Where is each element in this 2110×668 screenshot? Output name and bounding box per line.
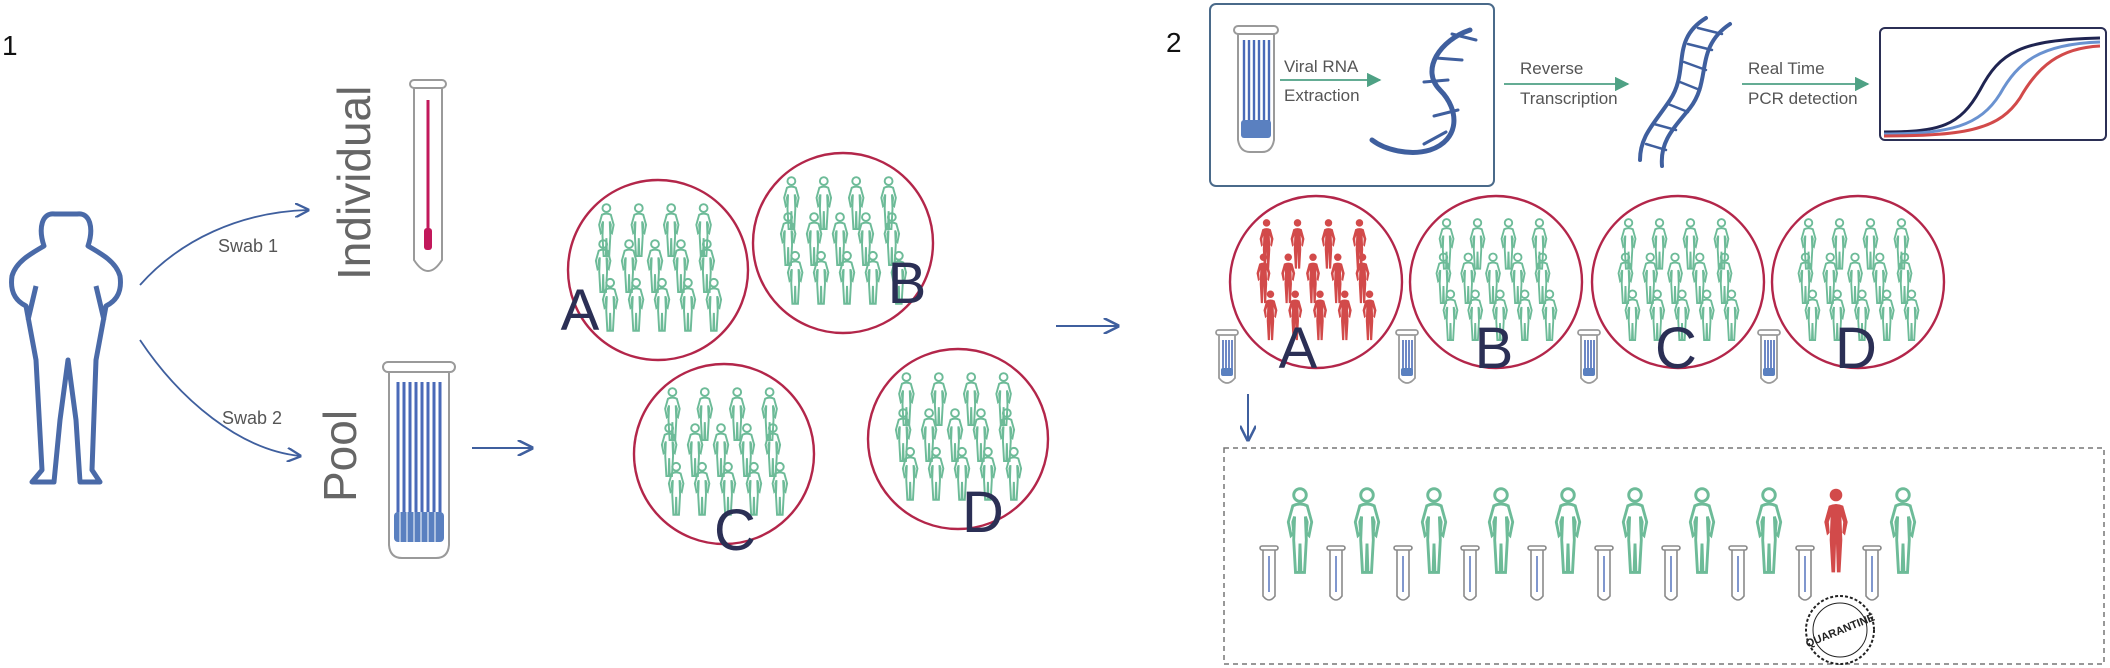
group-circle-a: [566, 178, 750, 362]
retest-person-icon-7: [1688, 487, 1716, 574]
group-c-crowd-icon: [660, 387, 789, 516]
retest-tube-icon-5: [1527, 545, 1547, 601]
retest-person-icon-2: [1353, 487, 1381, 574]
extraction-tube-icon: [1233, 25, 1279, 153]
panel-1-groups: A B C D: [561, 151, 1050, 563]
retest-tube-icon-2: [1326, 545, 1346, 601]
retest-tube-icon-6: [1594, 545, 1614, 601]
retest-tube-icon-4: [1460, 545, 1480, 601]
group-label-c: C: [714, 498, 756, 563]
retest-person-icon-3: [1420, 487, 1448, 574]
pcr-curve-icon: [1879, 27, 2107, 141]
retest-person-icon-5: [1554, 487, 1582, 574]
group-label-a: A: [561, 278, 600, 343]
swab-2-arrow: [139, 339, 300, 456]
step-3-line-2: PCR detection: [1748, 89, 1858, 108]
group-circle-b: [751, 151, 935, 335]
woman-icon: [9, 211, 123, 485]
pool-label-d: D: [1835, 316, 1877, 381]
retest-tube-icon-10: [1862, 545, 1882, 601]
retest-tube-icon-8: [1728, 545, 1748, 601]
pool-tube-icon-a: [1215, 329, 1239, 384]
group-circle-c: [632, 362, 816, 546]
pool-label-b: B: [1475, 316, 1514, 381]
pool-tube-icon-b: [1395, 329, 1419, 384]
panel-2-pools: A B C D: [1215, 194, 1946, 384]
step-2-line-2: Transcription: [1520, 89, 1618, 108]
retest-tube-icon-3: [1393, 545, 1413, 601]
individual-retest-row: [1259, 487, 1917, 601]
step-1-line-2: Extraction: [1284, 86, 1360, 105]
group-a-crowd-icon: [594, 203, 723, 332]
group-label-d: D: [962, 480, 1004, 545]
retest-person-icon-9: [1824, 488, 1848, 573]
pool-tube-icon-d: [1757, 329, 1781, 384]
dna-helix-icon: [1638, 16, 1732, 168]
extraction-box: [1209, 3, 1495, 187]
retest-person-icon-8: [1755, 487, 1783, 574]
pool-circle-a: [1228, 194, 1404, 370]
pool-label-a: A: [1279, 316, 1318, 381]
pool-label-c: C: [1655, 316, 1697, 381]
step-1-line-1: Viral RNA: [1284, 57, 1359, 76]
retest-person-icon-10: [1889, 487, 1917, 574]
step-3-line-1: Real Time: [1748, 59, 1825, 78]
pool-circle-b: [1408, 194, 1584, 370]
group-circle-d: [866, 347, 1050, 531]
individual-label: Individual: [328, 86, 380, 280]
swab-2-label: Swab 2: [222, 408, 282, 428]
individual-test-tube-icon: [409, 79, 447, 272]
swab-1-label: Swab 1: [218, 236, 278, 256]
retest-tube-icon-1: [1259, 545, 1279, 601]
retest-tube-icon-7: [1661, 545, 1681, 601]
retest-person-icon-1: [1286, 487, 1314, 574]
retest-person-icon-4: [1487, 487, 1515, 574]
retest-person-icon-6: [1621, 487, 1649, 574]
step-2-line-1: Reverse: [1520, 59, 1583, 78]
pool-test-tube-icon: [382, 361, 456, 559]
pool-label: Pool: [314, 410, 366, 502]
pool-circle-c: [1590, 194, 1766, 370]
group-label-b: B: [888, 251, 927, 316]
panel-1-number: 1: [2, 30, 18, 61]
pool-circle-d: [1770, 194, 1946, 370]
quarantine-stamp-icon: QUARANTINE: [1804, 595, 1877, 665]
retest-tube-icon-9: [1795, 545, 1815, 601]
panel-2-number: 2: [1166, 27, 1182, 58]
pool-tube-icon-c: [1577, 329, 1601, 384]
individual-retest-box: [1223, 447, 2105, 665]
swab-1-arrow: [139, 210, 308, 286]
rna-strand-icon: [1369, 27, 1478, 155]
